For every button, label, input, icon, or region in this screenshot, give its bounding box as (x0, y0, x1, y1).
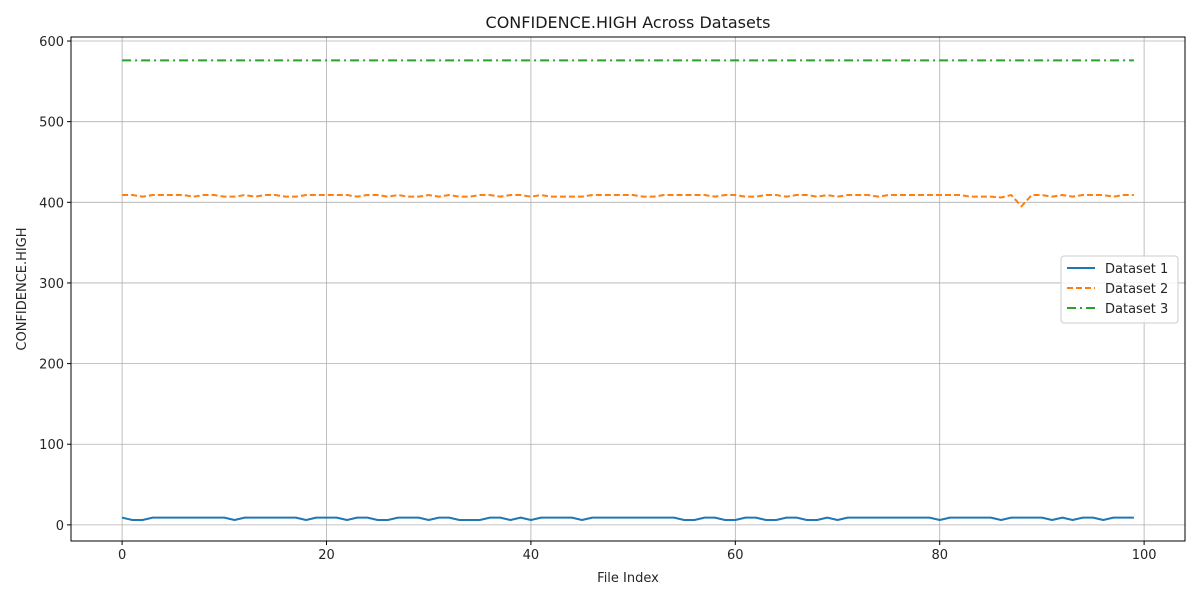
series-layer (121, 59, 1134, 522)
x-tick-label: 40 (523, 548, 540, 563)
x-tick-label: 100 (1132, 548, 1157, 563)
y-tick-label: 200 (39, 358, 64, 373)
y-tick-label: 100 (39, 438, 64, 453)
x-axis-title: File Index (597, 571, 659, 586)
legend-label: Dataset 2 (1105, 282, 1168, 297)
axis-ticks: 0 20 40 60 80 100 0 100 200 300 400 500 600 (39, 35, 1156, 563)
y-axis-title: CONFIDENCE.HIGH (15, 227, 30, 350)
legend-box (1060, 255, 1179, 324)
y-tick-label: 0 (56, 519, 64, 534)
x-tick-label: 60 (727, 548, 744, 563)
legend: Dataset 1 Dataset 2 Dataset 3 (1060, 255, 1179, 324)
y-tick-label: 600 (39, 35, 64, 50)
y-tick-label: 500 (39, 116, 64, 131)
legend-label: Dataset 1 (1105, 262, 1168, 277)
grid (71, 37, 1185, 541)
y-tick-label: 400 (39, 196, 64, 211)
x-tick-label: 20 (318, 548, 335, 563)
chart-title: CONFIDENCE.HIGH Across Datasets (486, 13, 771, 32)
y-tick-label: 300 (39, 277, 64, 292)
x-tick-label: 80 (931, 548, 948, 563)
series-line-dataset-1 (121, 516, 1134, 522)
x-tick-label: 0 (118, 548, 126, 563)
plot-area (70, 36, 1186, 542)
legend-label: Dataset 3 (1105, 302, 1168, 317)
series-line-dataset-2 (122, 194, 1134, 208)
